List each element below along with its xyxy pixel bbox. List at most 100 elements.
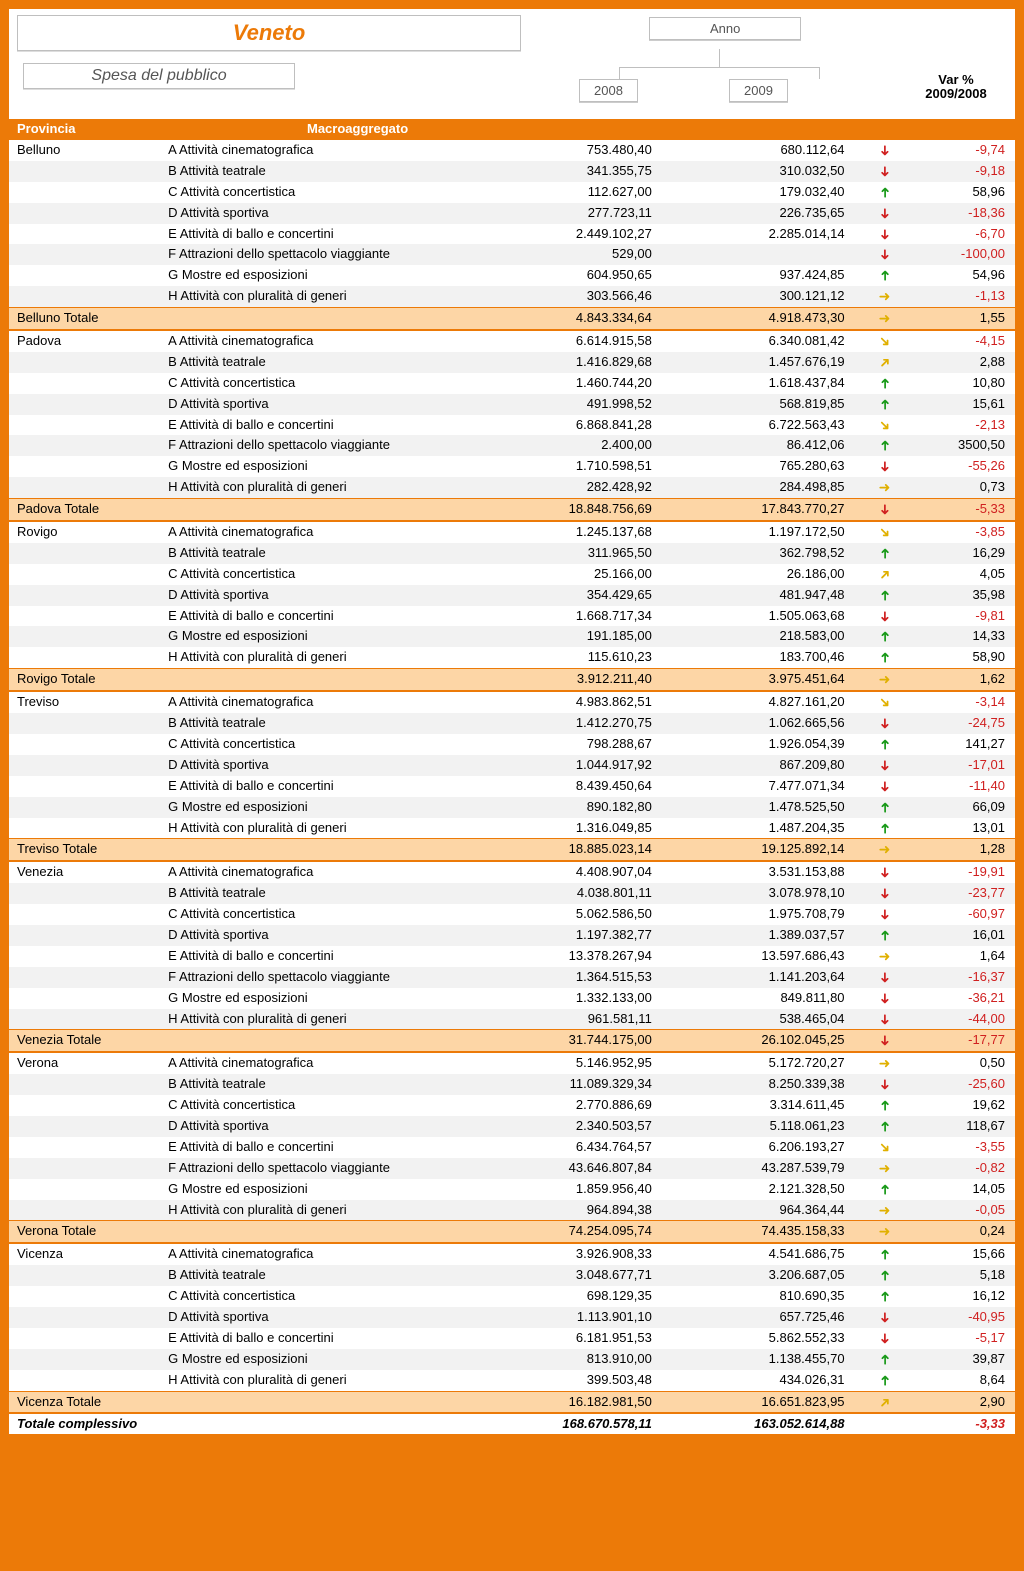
cell-2009: 300.121,12 <box>672 286 865 307</box>
cell-provincia <box>9 713 164 734</box>
cell-2008: 8.439.450,64 <box>479 776 672 797</box>
cell-provincia <box>9 1328 164 1349</box>
cell-macro: F Attrazioni dello spettacolo viaggiante <box>164 967 479 988</box>
table-row: F Attrazioni dello spettacolo viaggiante… <box>9 1158 1015 1179</box>
cell-2009: 1.926.054,39 <box>672 734 865 755</box>
subtotal-row: Rovigo Totale3.912.211,403.975.451,64➜1,… <box>9 669 1015 691</box>
trend-arrow-icon: ➜ <box>865 308 905 330</box>
cell-2008: 2.340.503,57 <box>479 1116 672 1137</box>
cell-provincia <box>9 286 164 307</box>
year-hierarchy: Anno 2008 2009 Var % 2009/2008 <box>529 9 1015 119</box>
trend-arrow-icon: ➜ <box>865 606 905 627</box>
table-row: H Attività con pluralità di generi961.58… <box>9 1009 1015 1030</box>
cell-provincia <box>9 585 164 606</box>
cell-2009: 657.725,46 <box>672 1307 865 1328</box>
trend-arrow-icon: ➜ <box>865 543 905 564</box>
cell-var: 35,98 <box>905 585 1016 606</box>
cell-macro: D Attività sportiva <box>164 585 479 606</box>
cell-var: -16,37 <box>905 967 1016 988</box>
cell-macro: B Attività teatrale <box>164 543 479 564</box>
cell-2009: 86.412,06 <box>672 435 865 456</box>
trend-arrow-icon: ➜ <box>865 394 905 415</box>
table-row: G Mostre ed esposizioni1.332.133,00849.8… <box>9 988 1015 1009</box>
grandtotal-var: -3,33 <box>905 1413 1016 1434</box>
cell-provincia <box>9 415 164 436</box>
cell-provincia <box>9 244 164 265</box>
table-row: G Mostre ed esposizioni604.950,65937.424… <box>9 265 1015 286</box>
cell-2008: 529,00 <box>479 244 672 265</box>
cell-macro: C Attività concertistica <box>164 904 479 925</box>
cell-2008: 964.894,38 <box>479 1200 672 1221</box>
subtotal-2008: 4.843.334,64 <box>479 308 672 330</box>
cell-macro: E Attività di ballo e concertini <box>164 946 479 967</box>
cell-provincia <box>9 1137 164 1158</box>
table-row: G Mostre ed esposizioni1.859.956,402.121… <box>9 1179 1015 1200</box>
cell-macro: D Attività sportiva <box>164 1307 479 1328</box>
cell-2008: 5.146.952,95 <box>479 1052 672 1074</box>
cell-provincia <box>9 755 164 776</box>
cell-2009: 2.121.328,50 <box>672 1179 865 1200</box>
cell-2008: 3.048.677,71 <box>479 1265 672 1286</box>
cell-var: -9,18 <box>905 161 1016 182</box>
trend-arrow-icon: ➜ <box>865 861 905 883</box>
trend-arrow-icon: ➜ <box>865 564 905 585</box>
cell-provincia: Rovigo <box>9 521 164 543</box>
subtotal-var: 0,24 <box>905 1221 1016 1243</box>
cell-2009: 5.862.552,33 <box>672 1328 865 1349</box>
trend-arrow-icon: ➜ <box>865 415 905 436</box>
table-row: H Attività con pluralità di generi964.89… <box>9 1200 1015 1221</box>
cell-macro: D Attività sportiva <box>164 755 479 776</box>
cell-provincia: Treviso <box>9 691 164 713</box>
cell-provincia <box>9 456 164 477</box>
cell-provincia <box>9 946 164 967</box>
cell-macro: H Attività con pluralità di generi <box>164 1370 479 1391</box>
trend-arrow-icon: ➜ <box>865 182 905 203</box>
cell-var: 16,01 <box>905 925 1016 946</box>
data-table: BellunoA Attività cinematografica753.480… <box>9 138 1015 1434</box>
cell-2008: 753.480,40 <box>479 139 672 161</box>
cell-2008: 2.770.886,69 <box>479 1095 672 1116</box>
cell-var: -23,77 <box>905 883 1016 904</box>
cell-2009: 226.735,65 <box>672 203 865 224</box>
cell-2009: 538.465,04 <box>672 1009 865 1030</box>
measure-title: Spesa del pubblico <box>23 63 295 89</box>
cell-2008: 1.044.917,92 <box>479 755 672 776</box>
cell-macro: H Attività con pluralità di generi <box>164 1200 479 1221</box>
cell-2008: 1.460.744,20 <box>479 373 672 394</box>
cell-var: -36,21 <box>905 988 1016 1009</box>
cell-2008: 890.182,80 <box>479 797 672 818</box>
report-topbar: Veneto Spesa del pubblico Anno 2008 2009… <box>9 9 1015 119</box>
subtotal-2009: 26.102.045,25 <box>672 1030 865 1052</box>
trend-arrow-icon: ➜ <box>865 585 905 606</box>
subtotal-2009: 3.975.451,64 <box>672 669 865 691</box>
cell-2009: 1.478.525,50 <box>672 797 865 818</box>
table-row: C Attività concertistica1.460.744,201.61… <box>9 373 1015 394</box>
cell-var: -44,00 <box>905 1009 1016 1030</box>
cell-2008: 6.181.951,53 <box>479 1328 672 1349</box>
trend-arrow-icon: ➜ <box>865 1307 905 1328</box>
subtotal-row: Belluno Totale4.843.334,644.918.473,30➜1… <box>9 308 1015 330</box>
table-row: E Attività di ballo e concertini6.868.84… <box>9 415 1015 436</box>
table-row: F Attrazioni dello spettacolo viaggiante… <box>9 244 1015 265</box>
cell-provincia <box>9 626 164 647</box>
cell-var: 0,73 <box>905 477 1016 498</box>
cell-2008: 1.859.956,40 <box>479 1179 672 1200</box>
cell-provincia <box>9 734 164 755</box>
cell-macro: D Attività sportiva <box>164 203 479 224</box>
subtotal-var: 1,62 <box>905 669 1016 691</box>
trend-arrow-icon: ➜ <box>865 477 905 498</box>
cell-provincia <box>9 161 164 182</box>
table-row: D Attività sportiva491.998,52568.819,85➜… <box>9 394 1015 415</box>
cell-var: 10,80 <box>905 373 1016 394</box>
trend-arrow-icon: ➜ <box>865 330 905 352</box>
cell-macro: B Attività teatrale <box>164 352 479 373</box>
cell-provincia <box>9 564 164 585</box>
cell-2009: 5.172.720,27 <box>672 1052 865 1074</box>
table-row: G Mostre ed esposizioni890.182,801.478.5… <box>9 797 1015 818</box>
cell-provincia <box>9 988 164 1009</box>
cell-provincia <box>9 797 164 818</box>
table-row: RovigoA Attività cinematografica1.245.13… <box>9 521 1015 543</box>
cell-macro: G Mostre ed esposizioni <box>164 797 479 818</box>
cell-provincia <box>9 1116 164 1137</box>
cell-2009: 26.186,00 <box>672 564 865 585</box>
